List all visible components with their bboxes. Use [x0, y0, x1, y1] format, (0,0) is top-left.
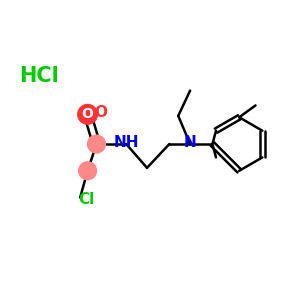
Circle shape: [79, 162, 97, 180]
Text: Cl: Cl: [78, 191, 94, 206]
Text: N: N: [184, 135, 196, 150]
Text: NH: NH: [113, 135, 139, 150]
Circle shape: [88, 135, 105, 153]
Text: O: O: [94, 105, 107, 120]
Text: O: O: [82, 107, 94, 121]
Text: HCl: HCl: [19, 66, 59, 86]
Circle shape: [78, 104, 98, 124]
